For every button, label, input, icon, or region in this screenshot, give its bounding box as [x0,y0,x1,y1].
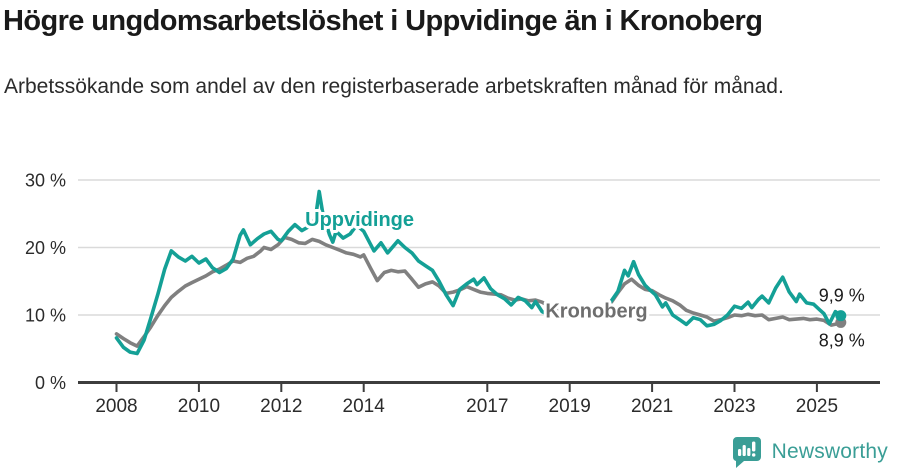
y-tick-label-30: 30 % [25,171,66,191]
x-tick-label-2021: 2021 [631,396,673,417]
logo-bar-2 [742,445,746,456]
x-tick-label-2010: 2010 [178,396,220,417]
logo-bar-1 [737,449,741,456]
x-tick-label-2025: 2025 [796,396,838,417]
x-tick-label-2023: 2023 [713,396,755,417]
newsworthy-logo-icon [732,437,761,468]
x-tick-label-2012: 2012 [260,396,302,417]
end-value-label-uppvidinge: 9,9 % [819,286,865,306]
page-title: Högre ungdomsarbetslöshet i Uppvidinge ä… [3,5,763,37]
series-label-kronoberg: Kronoberg [545,300,647,322]
end-value-label-kronoberg: 8,9 % [819,330,865,350]
y-tick-label-20: 20 % [25,238,66,258]
y-tick-label-0: 0 % [35,373,66,393]
chart-subtitle: Arbetssökande som andel av den registerb… [4,75,784,98]
x-tick-label-2017: 2017 [466,396,508,417]
logo-bar-3 [746,448,751,456]
x-tick-label-2014: 2014 [343,396,386,417]
speech-bubble-shape [732,437,761,468]
series-label-uppvidinge: Uppvidinge [305,209,414,231]
x-tick-label-2008: 2008 [95,396,137,417]
series-line-uppvidinge [114,189,843,356]
x-tick-label-2019: 2019 [549,396,591,417]
series-line-kronoberg [114,235,843,348]
logo-exclamation-dot [751,453,756,457]
y-tick-label-10: 10 % [25,306,66,326]
end-dot-uppvidinge [835,310,847,322]
brand-footer: Newsworthy [730,435,888,468]
logo-exclamation-bar [751,441,756,452]
brand-name: Newsworthy [771,439,888,463]
